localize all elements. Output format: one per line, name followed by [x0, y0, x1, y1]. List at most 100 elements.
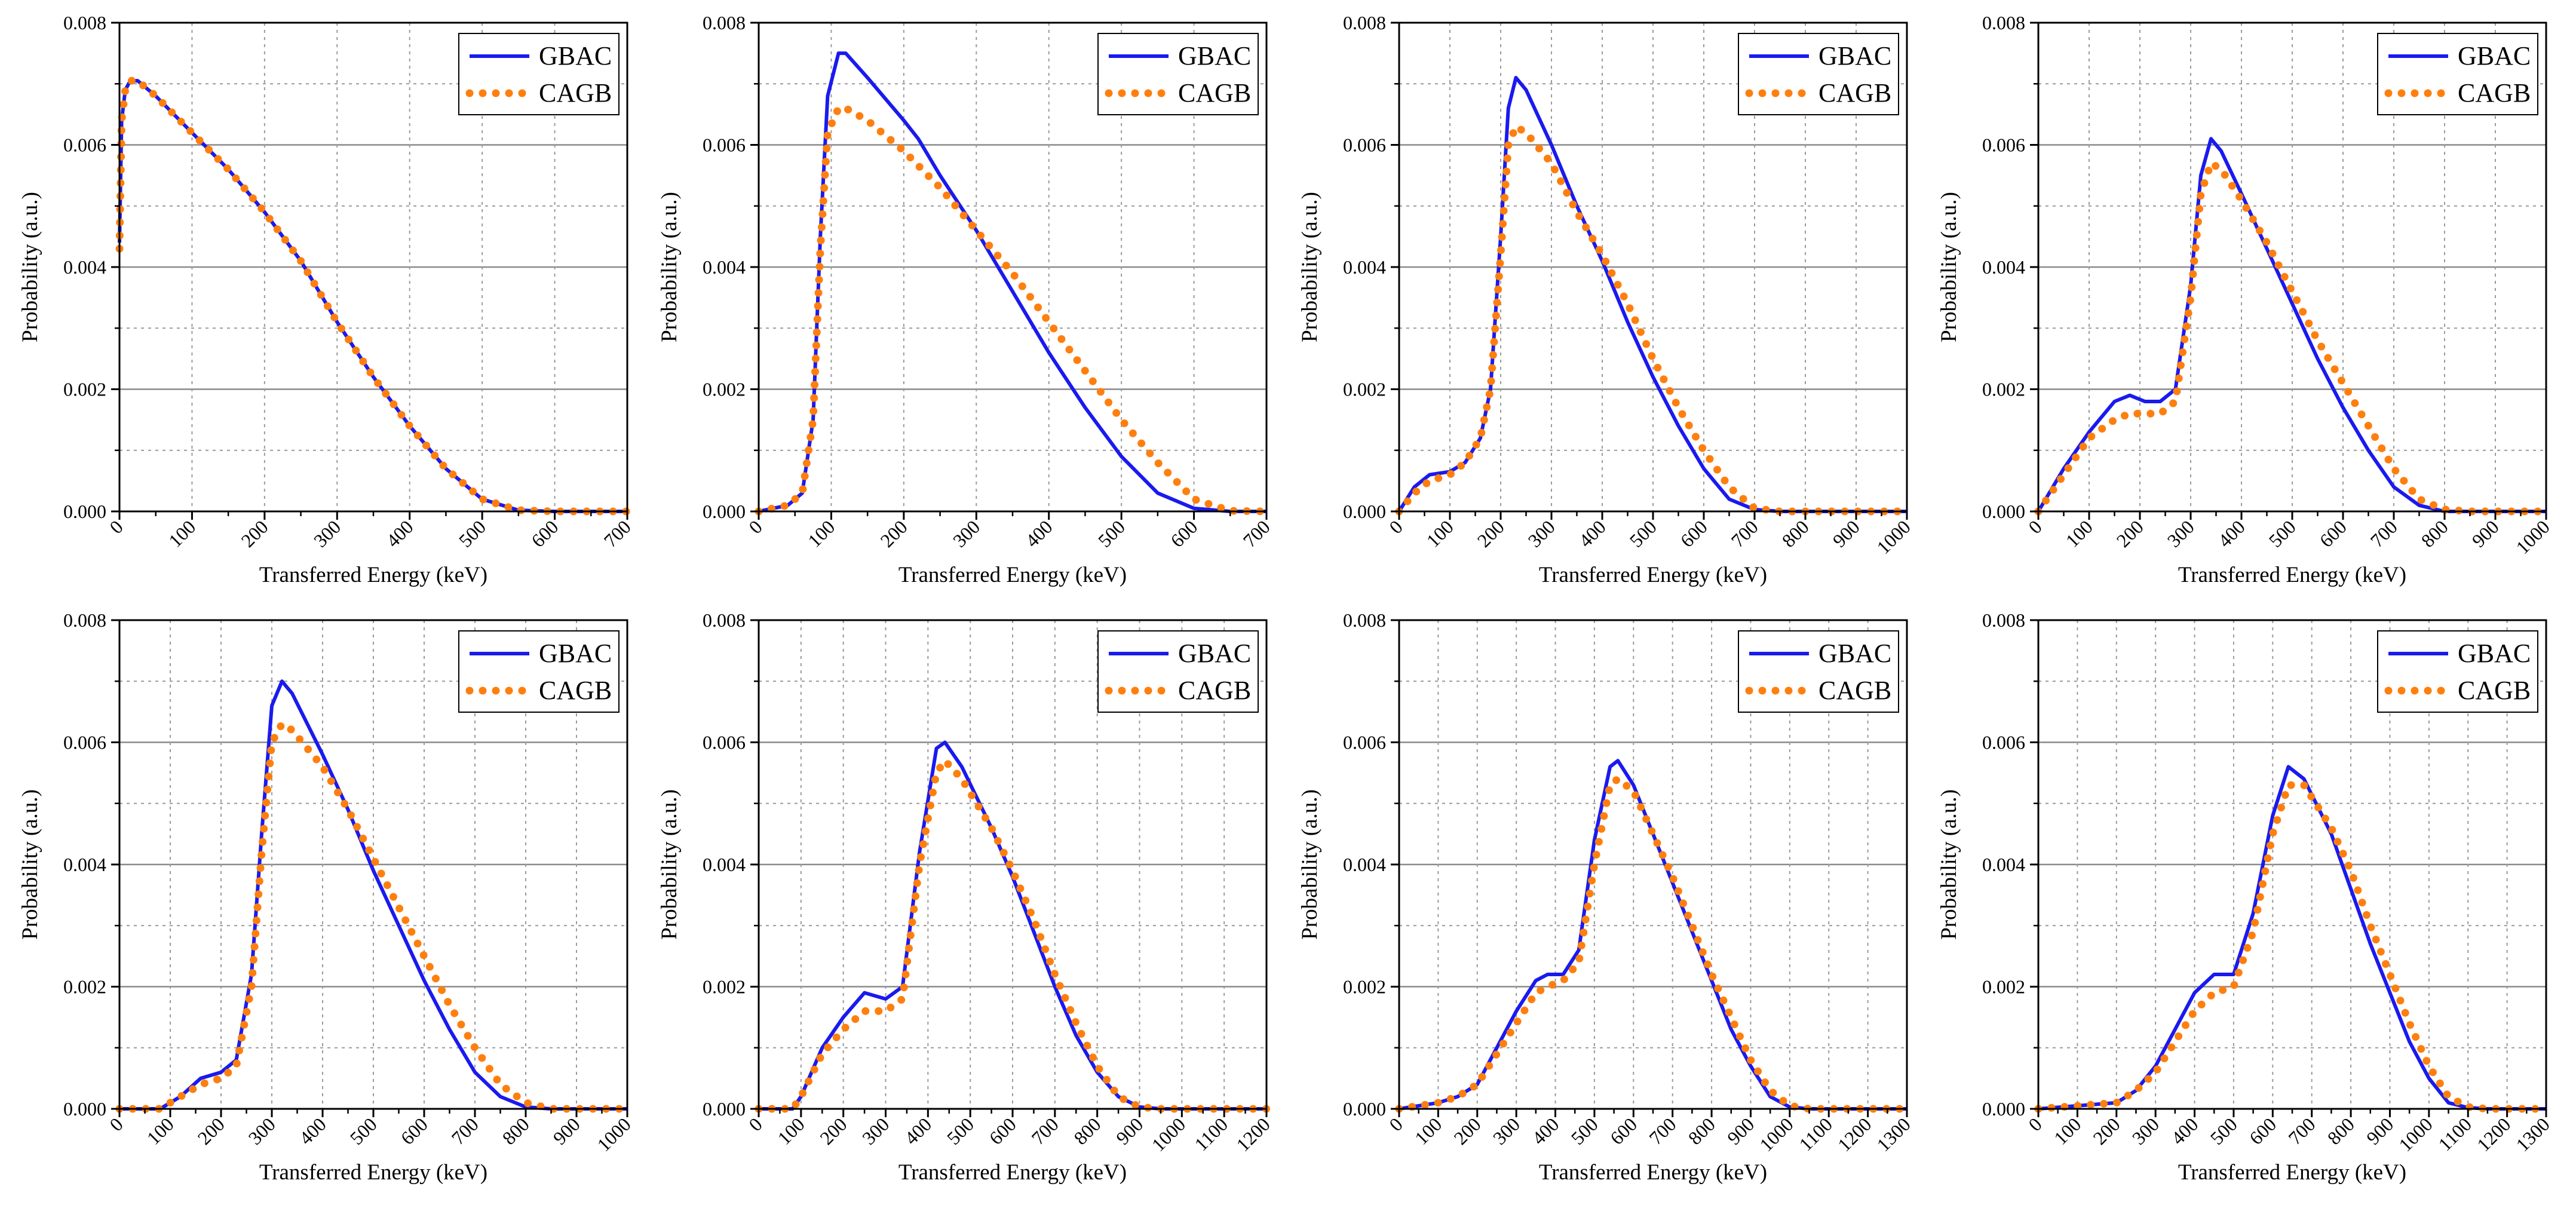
x-tick-label: 600	[2316, 516, 2351, 551]
x-tick-label: 700	[600, 516, 635, 551]
legend: GBAC CAGB	[1097, 33, 1259, 115]
y-tick-label: 0.004	[1343, 256, 1386, 278]
x-axis-label: Transferred Energy (keV)	[1539, 563, 1767, 587]
x-tick-label: 800	[2323, 1113, 2359, 1148]
x-tick-label: 100	[2050, 1113, 2085, 1148]
legend: GBAC CAGB	[1738, 630, 1899, 713]
x-tick-label: 0	[105, 1113, 127, 1135]
x-tick-label: 700	[1645, 1113, 1680, 1148]
x-axis-label: Transferred Energy (keV)	[2178, 563, 2406, 587]
x-tick-label: 500	[2265, 516, 2300, 551]
x-tick-label: 600	[1166, 516, 1201, 551]
series-line-gbac	[119, 679, 627, 1111]
x-tick-label: 1000	[593, 1113, 635, 1155]
x-tick-label: 200	[1473, 516, 1508, 551]
legend-label-gbac: GBAC	[1818, 639, 1891, 668]
y-tick-label: 0.002	[1343, 976, 1386, 998]
x-axis-label: Transferred Energy (keV)	[259, 563, 487, 587]
y-axis-label: Probability (a.u.)	[1298, 789, 1322, 940]
x-tick-label: 800	[1684, 1113, 1719, 1148]
y-tick-label: 0.002	[1982, 976, 2025, 998]
x-tick-label: 0	[1385, 516, 1407, 538]
x-tick-label: 1000	[1872, 516, 1915, 558]
x-tick-label: 400	[1021, 516, 1056, 551]
x-tick-label: 1000	[2511, 516, 2554, 558]
x-tick-label: 800	[2417, 516, 2452, 551]
x-tick-label: 1300	[1872, 1113, 1915, 1155]
x-tick-label: 400	[382, 516, 417, 551]
y-tick-label: 0.000	[703, 501, 746, 522]
x-tick-label: 400	[2214, 516, 2249, 551]
x-tick-label: 700	[447, 1113, 483, 1148]
y-axis-label: Probability (a.u.)	[1937, 789, 1961, 940]
x-tick-label: 800	[1778, 516, 1813, 551]
series-line-cagb	[755, 104, 1271, 516]
y-tick-label: 0.006	[1982, 134, 2025, 156]
y-tick-label: 0.008	[63, 12, 106, 33]
legend-label-cagb: CAGB	[1178, 676, 1251, 705]
legend-box	[458, 630, 620, 713]
legend: GBAC CAGB	[1738, 33, 1899, 115]
x-tick-label: 900	[2468, 516, 2503, 551]
chart-panel-7: 0.000 0.002 0.004 0.006 0.008 0 100 200 300 400 50…	[1298, 609, 1915, 1185]
x-tick-label: 300	[244, 1113, 280, 1148]
y-tick-label: 0.000	[1982, 501, 2025, 522]
legend-label-gbac: GBAC	[539, 639, 612, 668]
legend-box	[1097, 630, 1259, 713]
chart-panel-4: 0.000 0.002 0.004 0.006 0.008 0 100 200 300 400 50…	[1937, 12, 2554, 587]
legend-label-cagb: CAGB	[1818, 676, 1891, 705]
y-tick-label: 0.004	[703, 854, 746, 875]
chart-panel-8: 0.000 0.002 0.004 0.006 0.008 0 100 200 300 400 50…	[1937, 609, 2554, 1185]
series-line-cagb	[2034, 159, 2550, 516]
x-tick-label: 700	[1239, 516, 1274, 551]
x-tick-label: 1000	[2394, 1113, 2437, 1155]
y-tick-label: 0.006	[703, 134, 746, 156]
series-line-cagb	[115, 76, 631, 516]
x-tick-label: 100	[2062, 516, 2097, 551]
y-tick-label: 0.006	[63, 732, 106, 753]
x-tick-label: 400	[1575, 516, 1610, 551]
legend-label-cagb: CAGB	[2458, 78, 2531, 108]
y-tick-label: 0.002	[703, 379, 746, 400]
x-tick-label: 1200	[1833, 1113, 1876, 1155]
y-tick-label: 0.000	[703, 1098, 746, 1120]
x-tick-label: 800	[498, 1113, 533, 1148]
x-tick-label: 600	[1606, 1113, 1641, 1148]
x-tick-label: 0	[744, 1113, 766, 1135]
legend-label-gbac: GBAC	[1178, 639, 1251, 668]
y-tick-label: 0.002	[1343, 379, 1386, 400]
x-tick-label: 900	[549, 1113, 584, 1148]
chart-panel-6: 0.000 0.002 0.004 0.006 0.008 0 100 200 300 400 50…	[657, 609, 1274, 1185]
y-axis-label: Probability (a.u.)	[657, 789, 682, 940]
x-tick-label: 300	[2163, 516, 2198, 551]
y-tick-label: 0.004	[63, 854, 106, 875]
legend-label-gbac: GBAC	[2458, 639, 2531, 668]
x-tick-label: 800	[1069, 1113, 1105, 1148]
x-tick-label: 400	[1528, 1113, 1563, 1148]
y-tick-label: 0.004	[1343, 854, 1386, 875]
y-tick-label: 0.006	[703, 732, 746, 753]
x-tick-label: 1200	[1232, 1113, 1274, 1155]
series-line-gbac	[2037, 137, 2546, 513]
y-tick-label: 0.000	[63, 501, 106, 522]
x-tick-label: 1200	[2473, 1113, 2515, 1155]
x-tick-label: 300	[858, 1113, 893, 1148]
x-tick-label: 700	[1027, 1113, 1062, 1148]
chart-panel-3: 0.000 0.002 0.004 0.006 0.008 0 100 200 300 400 50…	[1298, 12, 1915, 587]
x-tick-label: 400	[295, 1113, 330, 1148]
x-tick-label: 1000	[1755, 1113, 1798, 1155]
x-tick-label: 200	[237, 516, 272, 551]
x-tick-label: 600	[397, 1113, 432, 1148]
y-tick-label: 0.002	[63, 976, 106, 998]
x-tick-label: 0	[105, 516, 127, 538]
x-tick-label: 100	[143, 1113, 178, 1148]
x-tick-label: 200	[815, 1113, 851, 1148]
y-axis-label: Probability (a.u.)	[1937, 192, 1961, 342]
series-line-gbac	[1399, 759, 1907, 1111]
legend-box	[2377, 630, 2538, 713]
x-axis-label: Transferred Energy (keV)	[259, 1160, 487, 1185]
x-tick-label: 1300	[2511, 1113, 2554, 1155]
x-axis-label: Transferred Energy (keV)	[898, 1160, 1127, 1185]
legend-label-gbac: GBAC	[1178, 41, 1251, 70]
x-tick-label: 600	[527, 516, 562, 551]
